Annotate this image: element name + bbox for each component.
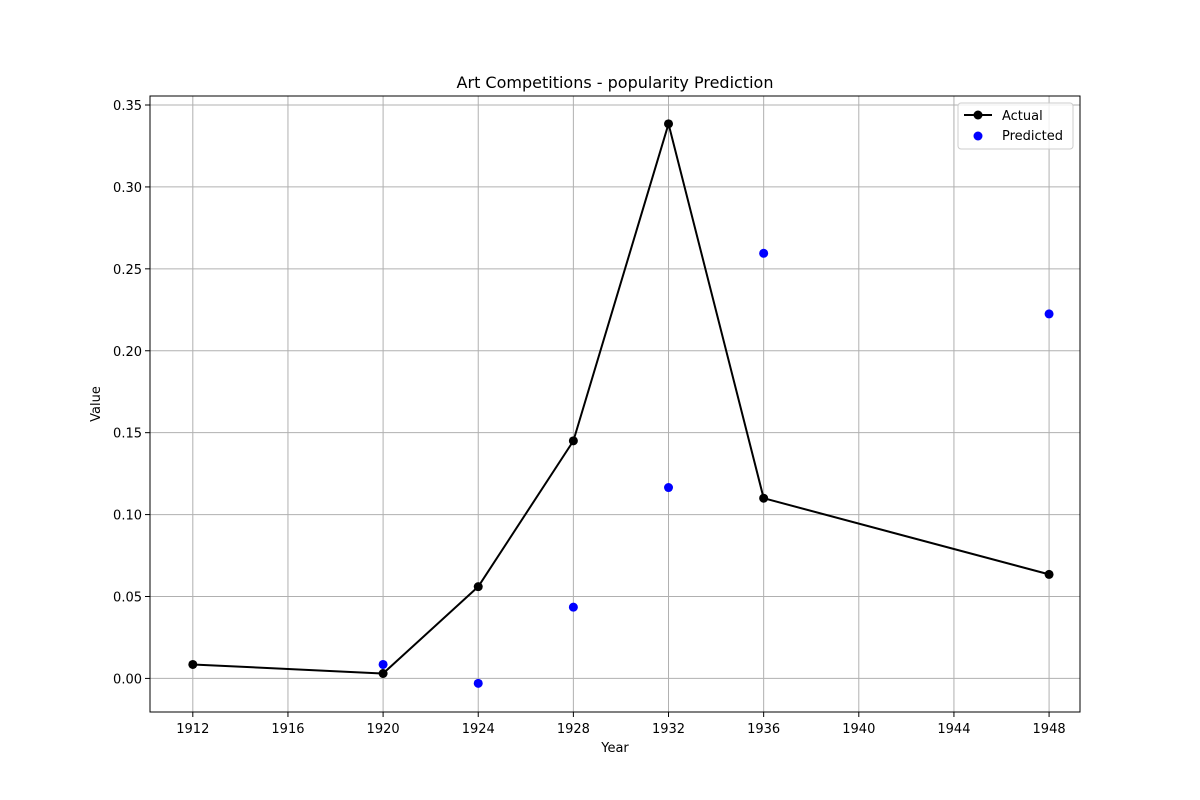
y-tick-label: 0.35 xyxy=(113,99,142,114)
legend-predicted-label: Predicted xyxy=(1002,129,1063,144)
y-tick-label: 0.10 xyxy=(113,509,142,524)
actual-point xyxy=(664,119,674,129)
grid xyxy=(150,96,1080,712)
x-tick-label: 1936 xyxy=(747,722,780,737)
legend-predicted-marker xyxy=(973,131,983,141)
predicted-point xyxy=(473,678,483,688)
predicted-point xyxy=(664,483,674,493)
y-tick-label: 0.30 xyxy=(113,181,142,196)
y-tick-label: 0.00 xyxy=(113,672,142,687)
chart-title: Art Competitions - popularity Prediction xyxy=(457,73,774,92)
plot-frame xyxy=(149,95,1081,713)
x-tick-label: 1944 xyxy=(937,722,970,737)
legend-actual-label: Actual xyxy=(1002,109,1043,124)
predicted-point xyxy=(759,248,769,258)
x-axis-label: Year xyxy=(600,741,629,756)
x-tick-label: 1912 xyxy=(176,722,209,737)
x-tick-label: 1940 xyxy=(842,722,875,737)
actual-point xyxy=(568,436,578,446)
x-tick-label: 1932 xyxy=(652,722,685,737)
legend-actual-marker xyxy=(973,110,983,120)
x-tick-label: 1924 xyxy=(462,722,495,737)
actual-point xyxy=(759,493,769,503)
actual-point xyxy=(378,669,388,678)
y-tick-label: 0.25 xyxy=(113,263,142,278)
x-tick-label: 1916 xyxy=(271,722,304,737)
x-tick-label: 1948 xyxy=(1033,722,1066,737)
y-axis-ticks: 0.00 0.05 0.10 0.15 0.20 0.25 0.30 0.35 xyxy=(113,99,150,687)
predicted-point xyxy=(568,602,578,612)
y-tick-label: 0.20 xyxy=(113,345,142,360)
predicted-point xyxy=(378,659,388,669)
actual-point xyxy=(473,582,483,592)
actual-point xyxy=(188,659,198,669)
y-tick-label: 0.05 xyxy=(113,591,142,606)
x-tick-label: 1928 xyxy=(557,722,590,737)
series-layer xyxy=(188,119,1054,688)
predicted-point xyxy=(1044,309,1054,319)
y-tick-label: 0.15 xyxy=(113,427,142,442)
legend: Actual Predicted xyxy=(957,102,1074,150)
y-axis-label: Value xyxy=(89,386,104,422)
x-axis-ticks: 1912 1916 1920 1924 1928 1932 1936 1940 1944 1948 xyxy=(176,712,1066,737)
x-tick-label: 1920 xyxy=(367,722,400,737)
actual-point xyxy=(1044,569,1054,579)
